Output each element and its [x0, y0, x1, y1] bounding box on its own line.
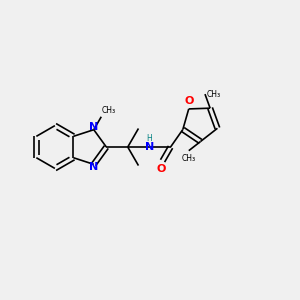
Text: CH₃: CH₃ — [182, 154, 196, 163]
Text: H: H — [146, 134, 152, 142]
Text: N: N — [89, 162, 98, 172]
Text: O: O — [184, 96, 194, 106]
Text: CH₃: CH₃ — [102, 106, 116, 115]
Text: CH₃: CH₃ — [206, 90, 220, 99]
Text: N: N — [89, 122, 98, 132]
Text: O: O — [156, 164, 166, 174]
Text: N: N — [145, 142, 154, 152]
